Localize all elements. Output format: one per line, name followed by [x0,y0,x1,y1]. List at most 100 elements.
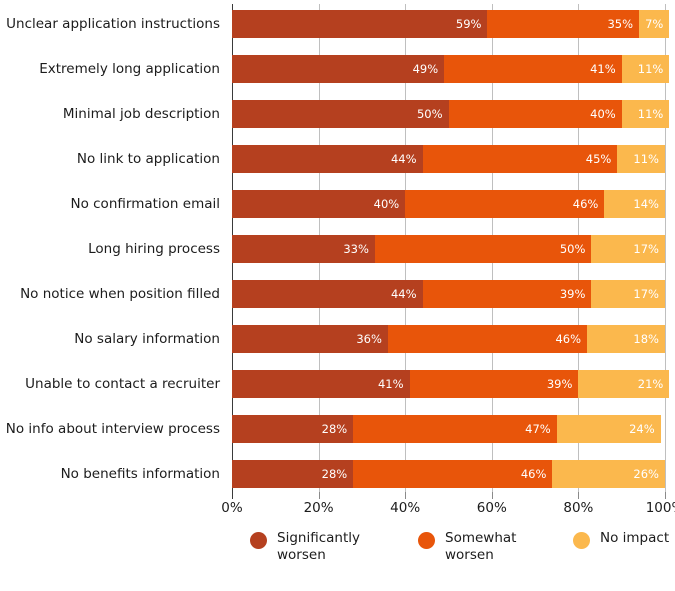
bar-value-label: 44% [390,287,417,301]
bar-row: No benefits information 28% 46% 26% [61,460,665,488]
x-tick-100 [665,492,666,499]
x-tick-label: 40% [390,500,421,516]
chart-legend: Significantly worsen Somewhat worsen No im… [0,530,675,590]
x-tick-60 [491,492,493,499]
bar-row: Long hiring process 33% 50% 17% [88,235,665,263]
bar-row: Minimal job description 50% 40% 11% [63,100,670,128]
bar-segment[interactable]: 41% [232,370,410,398]
legend-swatch-circle-icon [418,532,435,549]
bar-row: No confirmation email 40% 46% 14% [70,190,665,218]
x-tick-label: 60% [476,500,507,516]
bar-segment[interactable]: 11% [621,55,670,83]
category-label: No link to application [76,151,220,167]
bar-segment[interactable]: 17% [591,235,665,263]
bar-segment[interactable]: 14% [604,190,665,218]
bar-value-label: 39% [559,287,586,301]
bar-segment[interactable]: 49% [232,55,445,83]
bar-segment[interactable]: 50% [374,235,592,263]
bar-segment[interactable]: 50% [232,100,449,128]
bar-segment[interactable]: 21% [578,370,670,398]
bar-row: Unclear application instructions 59% 35% 7% [6,10,670,38]
bar-value-label: 41% [377,377,404,391]
x-tick-40 [405,492,407,499]
legend-swatch-circle-icon [250,532,267,549]
bar-segment[interactable]: 40% [232,190,406,218]
bar-segment[interactable]: 41% [444,55,622,83]
bar-segment[interactable]: 44% [232,280,423,308]
bar-segment[interactable]: 17% [591,280,665,308]
legend-label: No impact [600,530,670,546]
x-tick-label: 0% [221,500,243,516]
plot-area: Unclear application instructions 59% 35% 7%… [6,0,670,492]
bar-value-label: 21% [637,377,664,391]
category-label: No benefits information [60,466,220,482]
bar-value-label: 40% [590,107,616,121]
legend-label: Somewhat worsen [445,530,517,563]
bar-value-label: 59% [455,17,482,31]
bar-value-label: 46% [572,197,599,211]
x-tick-label: 20% [303,500,334,516]
bar-value-label: 11% [633,152,659,166]
bar-row: No notice when position filled 44% 39% 17% [20,280,665,308]
legend-swatch-circle-icon [573,532,590,549]
bar-value-label: 17% [633,242,659,256]
bar-value-label: 47% [525,422,551,436]
category-label: Unclear application instructions [6,16,220,32]
bar-value-label: 7% [645,17,664,31]
x-tick-20 [318,492,320,499]
bar-value-label: 33% [343,242,369,256]
bar-segment[interactable]: 11% [617,145,665,173]
bar-row: Unable to contact a recruiter 41% 39% 21% [25,370,670,398]
bar-row: Extremely long application 49% 41% 11% [39,55,670,83]
bar-segment[interactable]: 33% [232,235,375,263]
category-label: Extremely long application [39,61,220,77]
bar-segment[interactable]: 47% [353,415,557,443]
bar-segment[interactable]: 59% [232,10,488,38]
bar-segment[interactable]: 28% [232,460,354,488]
bar-segment[interactable]: 39% [422,280,592,308]
bar-value-label: 50% [416,107,443,121]
bar-segment[interactable]: 11% [621,100,670,128]
bar-segment[interactable]: 18% [587,325,665,353]
bar-segment[interactable]: 45% [422,145,618,173]
bar-value-label: 11% [637,107,664,121]
bar-segment[interactable]: 26% [552,460,665,488]
bar-row: No info about interview process 28% 47% 24% [6,415,665,443]
bar-segment[interactable]: 40% [448,100,622,128]
bar-segment[interactable]: 39% [409,370,579,398]
bar-value-label: 41% [590,62,616,76]
category-label: Minimal job description [62,106,220,122]
bar-segment[interactable]: 28% [232,415,354,443]
bar-value-label: 46% [520,467,547,481]
category-label: No info about interview process [5,421,220,437]
category-label: Unable to contact a recruiter [25,376,220,392]
bar-segment[interactable]: 44% [232,145,423,173]
bar-segment[interactable]: 7% [639,10,670,38]
bar-value-label: 40% [373,197,400,211]
bar-segment[interactable]: 46% [405,190,605,218]
legend-item[interactable]: Somewhat worsen [418,530,516,564]
bar-value-label: 11% [637,62,664,76]
legend-item[interactable]: No impact [573,530,669,549]
bar-segment[interactable]: 46% [353,460,553,488]
bar-value-label: 39% [546,377,573,391]
bar-value-label: 18% [633,332,659,346]
bar-value-label: 35% [607,17,634,31]
category-label: Long hiring process [88,241,220,257]
x-tick-80 [578,492,580,499]
category-label: No salary information [74,331,220,347]
category-label: No confirmation email [70,196,220,212]
bar-segment[interactable]: 24% [556,415,661,443]
legend-item[interactable]: Significantly worsen [250,530,360,564]
bar-value-label: 26% [633,467,659,481]
bar-value-label: 28% [321,422,348,436]
gridline-100 [665,4,666,492]
bar-segment[interactable]: 35% [487,10,640,38]
bar-segment[interactable]: 46% [387,325,588,353]
bar-segment[interactable]: 36% [232,325,388,353]
x-tick-label: 100% [645,500,675,516]
bar-value-label: 28% [321,467,348,481]
bar-value-label: 45% [585,152,612,166]
x-tick-0 [232,492,233,499]
